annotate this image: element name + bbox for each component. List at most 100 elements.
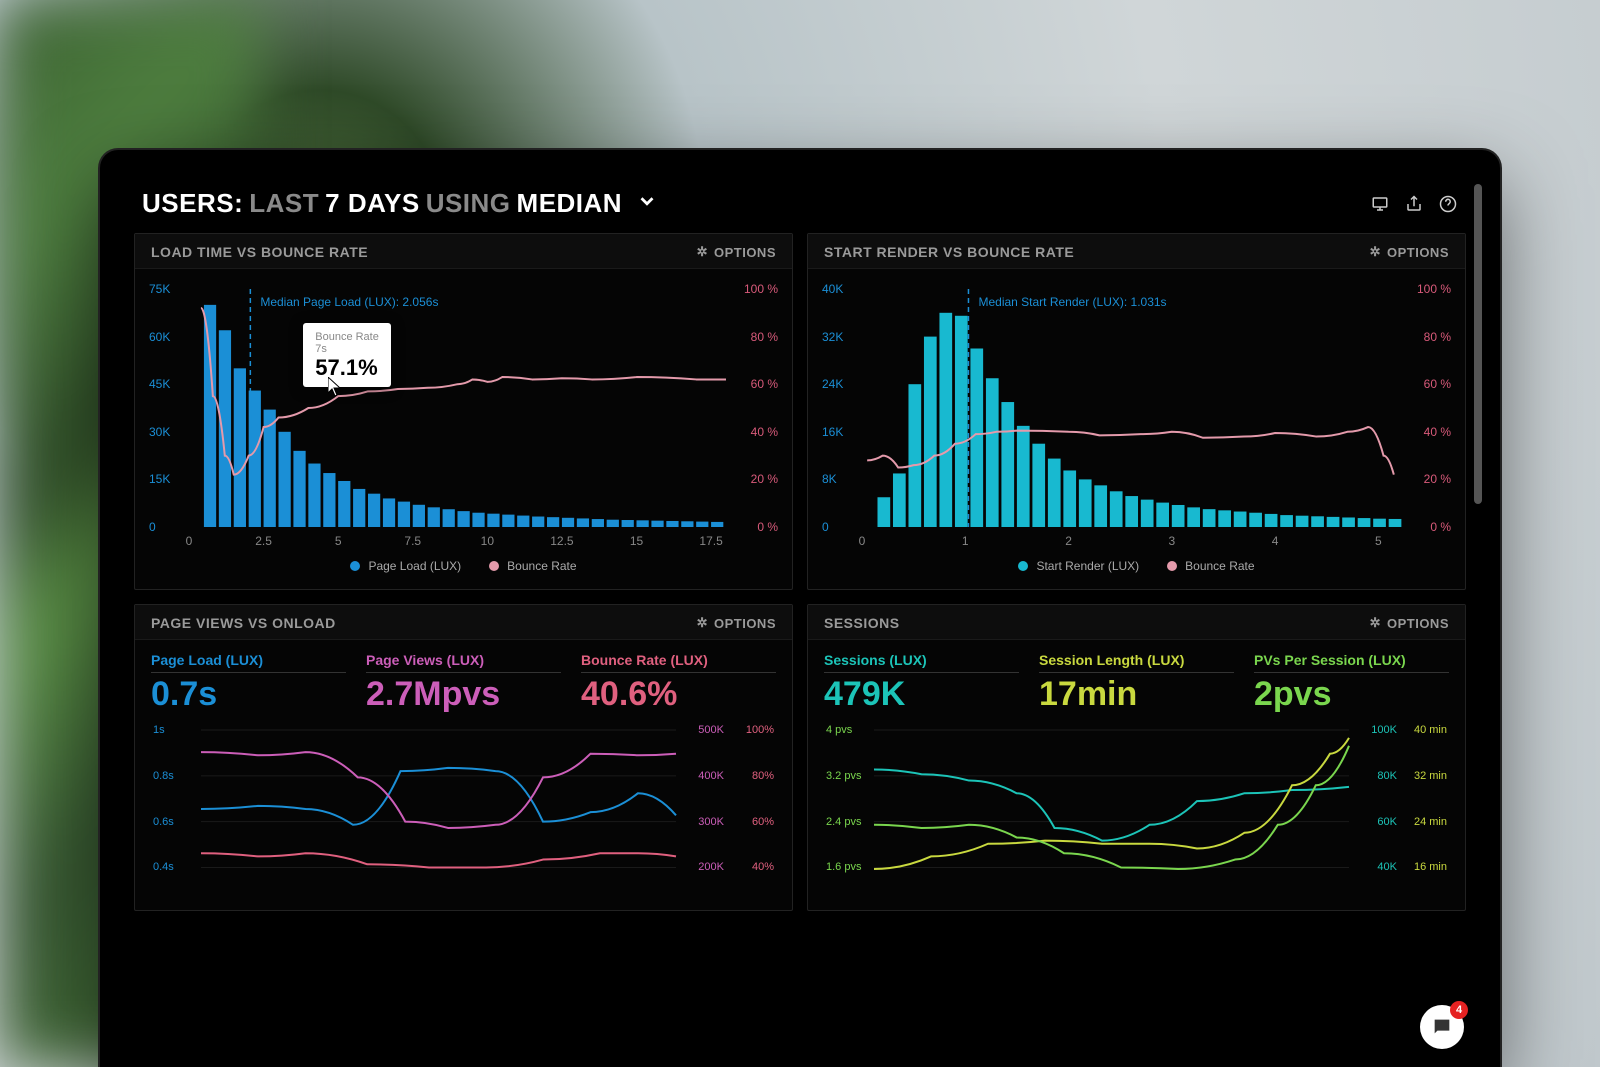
share-icon[interactable] [1404,194,1424,214]
svg-text:15: 15 [630,534,644,548]
legend-label: Bounce Rate [1185,559,1254,573]
svg-text:0: 0 [186,534,193,548]
y-axis-left-tick: 24K [822,377,843,391]
metric: Bounce Rate (LUX)40.6% [581,652,776,714]
top-bar: USERS: LAST 7 DAYS USING MEDIAN [114,164,1486,233]
legend-swatch [489,561,499,571]
y-axis-right-tick: 20 % [751,472,778,486]
panel-sessions: SESSIONS ✲ OPTIONS Sessions (LUX)479KSes… [807,604,1466,911]
y-axis-right-tick: 20 % [1424,472,1451,486]
chart-load-time[interactable]: 015K30K45K60K75K0 %20 %40 %60 %80 %100 %… [151,281,776,551]
svg-text:4: 4 [1272,534,1279,548]
tooltip-title: Bounce Rate [315,331,379,343]
panel-title: LOAD TIME VS BOUNCE RATE [151,244,368,260]
panel-title: START RENDER VS BOUNCE RATE [824,244,1074,260]
y-axis-left-tick: 16K [822,425,843,439]
tooltip: Bounce Rate7s57.1% [303,323,391,387]
options-button[interactable]: ✲ OPTIONS [1370,615,1449,631]
metric-label: Session Length (LUX) [1039,652,1234,673]
panel-page-views: PAGE VIEWS VS ONLOAD ✲ OPTIONS Page Load… [134,604,793,911]
y-axis-left-tick: 75K [149,282,170,296]
panel-title: PAGE VIEWS VS ONLOAD [151,615,336,631]
legend-item: Bounce Rate [489,559,576,573]
y-axis-left-tick: 45K [149,377,170,391]
metric-value: 2pvs [1254,675,1449,714]
title-bold1: 7 DAYS [325,188,420,219]
tooltip-value: 57.1% [315,355,379,381]
y-axis-left-tick: 40K [822,282,843,296]
legend-swatch [350,561,360,571]
panel-load-time: LOAD TIME VS BOUNCE RATE ✲ OPTIONS 0 15K 3… [134,233,793,590]
y-axis-left-tick: 60K [149,330,170,344]
tooltip-sub: 7s [315,343,379,355]
y-axis-right-tick: 40 % [751,425,778,439]
chevron-down-icon[interactable] [636,188,658,219]
y-axis-right-tick: 60 % [751,377,778,391]
chat-button[interactable]: 4 [1420,1005,1464,1049]
legend-label: Page Load (LUX) [368,559,461,573]
metric-label: Page Load (LUX) [151,652,346,673]
legend: Page Load (LUX) Bounce Rate [151,559,776,573]
metric-value: 479K [824,675,1019,714]
legend-swatch [1018,561,1028,571]
median-label: Median Start Render (LUX): 1.031s [978,295,1166,309]
y-axis-right-tick: 80 % [751,330,778,344]
metrics-row: Sessions (LUX)479K Session Length (LUX)17… [824,652,1449,714]
help-icon[interactable] [1438,194,1458,214]
options-button[interactable]: ✲ OPTIONS [697,244,776,260]
chart-sessions[interactable]: 4 pvs3.2 pvs2.4 pvs1.6 pvs100K80K60K40K4… [824,724,1449,894]
svg-text:0: 0 [859,534,866,548]
svg-text:2.5: 2.5 [255,534,272,548]
metric-label: Page Views (LUX) [366,652,561,673]
y-axis-left-tick: 15K [149,472,170,486]
legend-label: Start Render (LUX) [1036,559,1139,573]
gear-icon: ✲ [1370,615,1381,631]
metric-label: PVs Per Session (LUX) [1254,652,1449,673]
y-axis-right-tick: 80 % [1424,330,1451,344]
options-label: OPTIONS [714,245,776,260]
panel-title: SESSIONS [824,615,900,631]
options-label: OPTIONS [1387,245,1449,260]
monitor-icon[interactable] [1370,194,1390,214]
screen: USERS: LAST 7 DAYS USING MEDIAN LOAD TIM… [114,164,1486,1067]
svg-text:1: 1 [962,534,969,548]
options-button[interactable]: ✲ OPTIONS [697,615,776,631]
metric-label: Sessions (LUX) [824,652,1019,673]
y-axis-right-tick: 0 % [1430,520,1451,534]
legend-item: Bounce Rate [1167,559,1254,573]
chart-page-views[interactable]: 1s0.8s0.6s0.4s500K400K300K200K100%80%60%… [151,724,776,894]
options-label: OPTIONS [714,616,776,631]
metric: Page Views (LUX)2.7Mpvs [366,652,561,714]
metric: Session Length (LUX)17min [1039,652,1234,714]
options-button[interactable]: ✲ OPTIONS [1370,244,1449,260]
metrics-row: Page Load (LUX)0.7s Page Views (LUX)2.7Mp… [151,652,776,714]
svg-text:2: 2 [1065,534,1072,548]
median-label: Median Page Load (LUX): 2.056s [260,295,438,309]
metric-value: 0.7s [151,675,346,714]
cursor-icon [328,377,342,397]
chart-start-render[interactable]: 08K16K24K32K40K0 %20 %40 %60 %80 %100 %M… [824,281,1449,551]
gear-icon: ✲ [1370,244,1381,260]
svg-text:3: 3 [1168,534,1175,548]
metric-value: 40.6% [581,675,776,714]
page-title[interactable]: USERS: LAST 7 DAYS USING MEDIAN [142,188,658,219]
title-dim1: LAST [249,188,319,219]
panel-header: PAGE VIEWS VS ONLOAD ✲ OPTIONS [135,605,792,640]
legend: Start Render (LUX) Bounce Rate [824,559,1449,573]
y-axis-left-tick: 8K [822,472,837,486]
svg-text:10: 10 [481,534,495,548]
y-axis-right-tick: 0 % [757,520,778,534]
title-dim2: USING [426,188,511,219]
svg-text:5: 5 [335,534,342,548]
legend-item: Start Render (LUX) [1018,559,1139,573]
svg-text:17.5: 17.5 [699,534,723,548]
dashboard-grid: LOAD TIME VS BOUNCE RATE ✲ OPTIONS 0 15K 3… [114,233,1486,931]
y-axis-left-tick: 30K [149,425,170,439]
y-axis-left-tick: 32K [822,330,843,344]
scrollbar[interactable] [1474,184,1482,504]
metric: Page Load (LUX)0.7s [151,652,346,714]
svg-text:7.5: 7.5 [404,534,421,548]
metric-value: 17min [1039,675,1234,714]
gear-icon: ✲ [697,615,708,631]
svg-text:5: 5 [1375,534,1382,548]
